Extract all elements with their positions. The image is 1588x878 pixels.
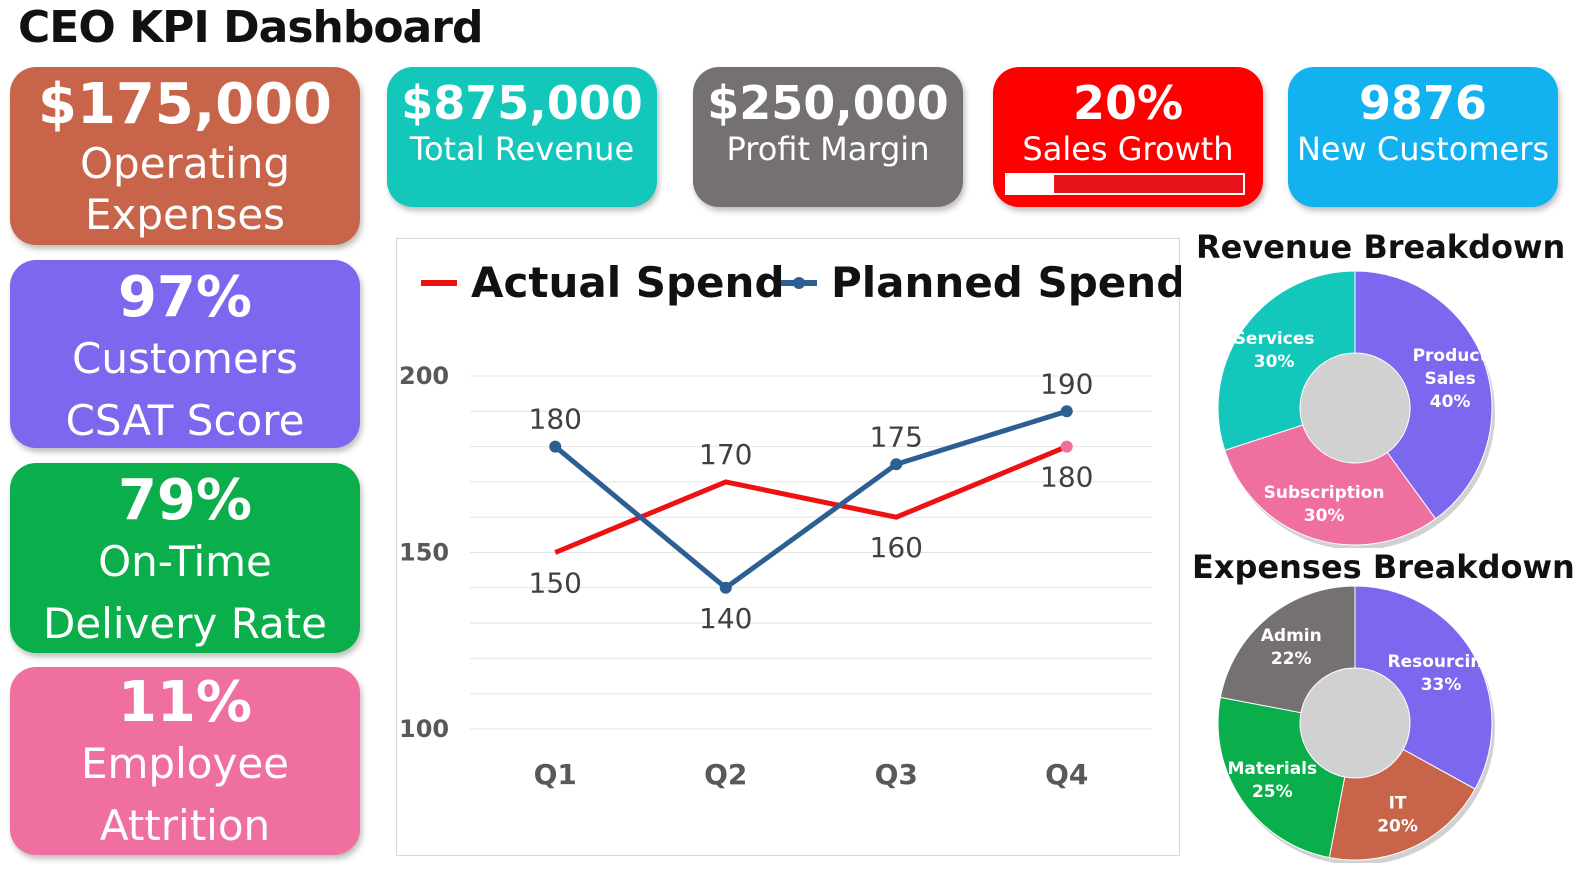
total-revenue-label: Total Revenue	[409, 130, 635, 168]
revenue-breakdown-title: Revenue Breakdown	[1196, 228, 1566, 266]
data-label: 170	[699, 438, 752, 471]
donut-slice-label: IT 20%	[1377, 793, 1418, 836]
csat-label-2: CSAT Score	[65, 396, 305, 445]
y-tick-label: 150	[399, 539, 449, 567]
donut-slice	[1354, 270, 1493, 520]
donut-slice-label: Subscription 30%	[1264, 483, 1385, 526]
operating-expenses-label-1: Operating	[80, 139, 290, 188]
employee-attrition-label-2: Attrition	[99, 801, 271, 850]
series-line-actual	[554, 444, 1068, 555]
total-revenue-value: $875,000	[401, 76, 643, 130]
on-time-delivery-value: 79%	[117, 468, 253, 533]
employee-attrition-value: 11%	[117, 670, 253, 735]
data-label: 180	[529, 403, 582, 436]
csat-value: 97%	[117, 265, 253, 330]
donut-slice	[1328, 748, 1476, 861]
legend-label: Actual Spend	[471, 258, 785, 307]
data-label: 180	[1040, 461, 1093, 494]
donut-slice	[1217, 270, 1356, 451]
employee-attrition-card: 11% Employee Attrition	[10, 667, 360, 855]
new-customers-label: New Customers	[1296, 130, 1550, 168]
y-tick-label: 200	[399, 362, 449, 390]
csat-card: 97% Customers CSAT Score	[10, 260, 360, 448]
on-time-delivery-card: 79% On-Time Delivery Rate	[10, 463, 360, 653]
y-tick-label: 100	[399, 715, 449, 743]
x-tick-label: Q2	[704, 758, 747, 791]
donut-slice-label: Services 30%	[1234, 329, 1315, 372]
on-time-delivery-label-2: Delivery Rate	[43, 599, 327, 648]
operating-expenses-label-2: Expenses	[84, 190, 286, 239]
sales-growth-value: 20%	[1072, 76, 1184, 130]
data-label: 150	[529, 567, 582, 600]
expenses-breakdown-donut: Resourcing 33% IT 20% Materials 25% Admin 22%	[1217, 585, 1495, 863]
profit-margin-card: $250,000 Profit Margin	[693, 67, 963, 207]
donut-slice	[1224, 424, 1437, 546]
donut-slice-label: Product Sales 40%	[1413, 346, 1488, 412]
dashboard-title: CEO KPI Dashboard	[18, 2, 483, 53]
sales-growth-progress-fill	[1007, 175, 1055, 193]
new-customers-card: 9876 New Customers	[1288, 67, 1558, 207]
series-line-planned	[553, 408, 1068, 591]
operating-expenses-value: $175,000	[37, 72, 333, 137]
sales-growth-card: 20% Sales Growth	[993, 67, 1263, 207]
sales-growth-progress-bar	[1005, 173, 1245, 195]
total-revenue-card: $875,000 Total Revenue	[387, 67, 657, 207]
donut-slice-label: Materials 25%	[1227, 759, 1317, 802]
donut-slice	[1219, 585, 1356, 714]
donut-slice-label: Resourcing 33%	[1388, 652, 1495, 695]
donut-slice	[1354, 585, 1493, 790]
data-point	[1060, 440, 1073, 453]
employee-attrition-label-1: Employee	[80, 739, 289, 788]
sales-growth-label: Sales Growth	[1022, 130, 1234, 168]
x-tick-label: Q1	[534, 758, 577, 791]
data-label: 175	[870, 420, 923, 453]
revenue-breakdown-donut: Product Sales 40% Subscription 30% Services 30…	[1217, 270, 1495, 548]
x-tick-label: Q3	[875, 758, 918, 791]
data-label: 160	[870, 531, 923, 564]
donut-slice-label: Admin 22%	[1261, 626, 1322, 669]
spend-line-chart: 100 150 200 Q1 Q2 Q3 Q4 150 170 160 180 180 140 175 19…	[396, 238, 1181, 856]
data-point	[719, 581, 732, 594]
operating-expenses-card: $175,000 Operating Expenses	[10, 67, 360, 245]
legend-label: Planned Spend	[831, 258, 1181, 307]
csat-label-1: Customers	[72, 334, 298, 383]
data-label: 190	[1040, 367, 1093, 400]
data-point	[1060, 405, 1073, 418]
new-customers-value: 9876	[1358, 76, 1488, 130]
data-label: 140	[699, 602, 752, 635]
expenses-breakdown-title: Expenses Breakdown	[1192, 548, 1575, 586]
data-point	[890, 458, 903, 471]
profit-margin-value: $250,000	[707, 76, 949, 130]
legend-marker	[793, 277, 805, 289]
profit-margin-label: Profit Margin	[726, 130, 930, 168]
data-point	[549, 440, 562, 453]
spend-line-chart-svg: 100 150 200 Q1 Q2 Q3 Q4 150 170 160 180 180 140 175 19…	[399, 258, 1181, 791]
donut-slice	[1217, 696, 1346, 859]
x-tick-label: Q4	[1045, 758, 1088, 791]
on-time-delivery-label-1: On-Time	[98, 537, 272, 586]
